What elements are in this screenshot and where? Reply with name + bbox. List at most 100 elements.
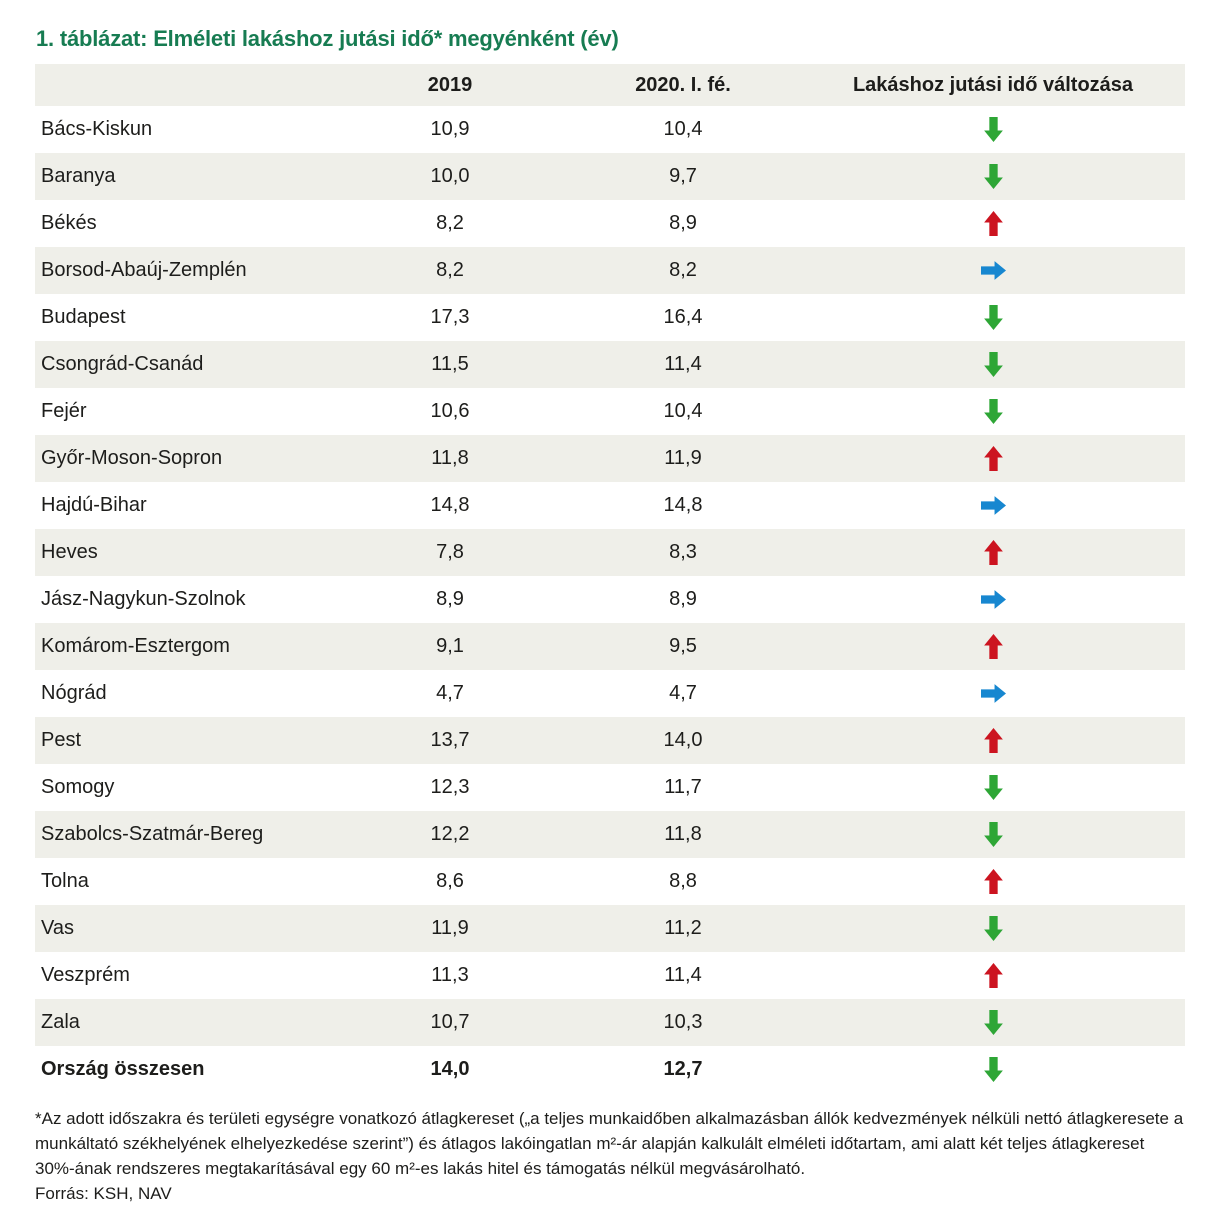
- change-cell: [801, 681, 1185, 706]
- table-row: Borsod-Abaúj-Zemplén 8,2 8,2: [35, 247, 1185, 294]
- table-row: Baranya 10,0 9,7: [35, 153, 1185, 200]
- table-row: Csongrád-Csanád 11,5 11,4: [35, 341, 1185, 388]
- table-row: Tolna 8,6 8,8: [35, 858, 1185, 905]
- change-cell: [801, 728, 1185, 753]
- arrow-up-icon: [983, 963, 1003, 988]
- source-text: Forrás: KSH, NAV: [35, 1184, 172, 1203]
- header-2020: 2020. I. fé.: [635, 73, 731, 96]
- arrow-down-icon: [983, 775, 1003, 800]
- value-2019: 11,8: [431, 447, 469, 469]
- arrow-down-icon: [983, 1010, 1003, 1035]
- county-name: Békés: [41, 212, 97, 234]
- table-body: Bács-Kiskun 10,9 10,4 Baranya 10,0 9,7 Békés 8,…: [35, 106, 1185, 1093]
- table-row: Pest 13,7 14,0: [35, 717, 1185, 764]
- value-2019: 12,2: [430, 823, 470, 845]
- change-cell: [801, 1010, 1185, 1035]
- county-name: Zala: [41, 1011, 80, 1033]
- county-name: Csongrád-Csanád: [41, 353, 204, 375]
- footnote-text: *Az adott időszakra és területi egységre…: [35, 1109, 1184, 1178]
- value-2020: 16,4: [663, 306, 703, 328]
- header-2019: 2019: [427, 73, 473, 96]
- value-2020: 9,5: [669, 635, 697, 657]
- arrow-up-icon: [983, 728, 1003, 753]
- value-2020: 11,9: [664, 447, 702, 469]
- value-2020: 11,7: [664, 776, 702, 798]
- value-2020: 11,4: [664, 353, 702, 375]
- table-row: Békés 8,2 8,9: [35, 200, 1185, 247]
- value-2020: 10,4: [663, 400, 703, 422]
- value-2019: 10,7: [430, 1011, 470, 1033]
- county-name: Ország összesen: [41, 1058, 205, 1080]
- arrow-up-icon: [983, 540, 1003, 565]
- county-name: Borsod-Abaúj-Zemplén: [41, 259, 247, 281]
- county-name: Tolna: [41, 870, 89, 892]
- change-cell: [801, 493, 1185, 518]
- change-cell: [801, 634, 1185, 659]
- value-2019: 14,0: [430, 1058, 470, 1080]
- change-cell: [801, 117, 1185, 142]
- table-row: Ország összesen 14,0 12,7: [35, 1046, 1185, 1093]
- value-2019: 8,2: [436, 259, 464, 281]
- header-change: Lakáshoz jutási idő változása: [852, 73, 1134, 96]
- county-name: Hajdú-Bihar: [41, 494, 147, 516]
- table-row: Veszprém 11,3 11,4: [35, 952, 1185, 999]
- value-2020: 11,8: [664, 823, 702, 845]
- change-cell: [801, 1057, 1185, 1082]
- arrow-up-icon: [983, 869, 1003, 894]
- value-2020: 14,8: [663, 494, 703, 516]
- county-name: Baranya: [41, 165, 116, 187]
- arrow-down-icon: [983, 305, 1003, 330]
- value-2020: 10,3: [663, 1011, 703, 1033]
- table-row: Nógrád 4,7 4,7: [35, 670, 1185, 717]
- change-cell: [801, 164, 1185, 189]
- arrow-up-icon: [983, 211, 1003, 236]
- arrow-right-icon: [980, 261, 1006, 280]
- county-name: Nógrád: [41, 682, 107, 704]
- change-cell: [801, 540, 1185, 565]
- county-name: Heves: [41, 541, 98, 563]
- table-row: Jász-Nagykun-Szolnok 8,9 8,9: [35, 576, 1185, 623]
- county-name: Fejér: [41, 400, 87, 422]
- change-cell: [801, 869, 1185, 894]
- arrow-down-icon: [983, 164, 1003, 189]
- page-title: 1. táblázat: Elméleti lakáshoz jutási id…: [36, 26, 619, 51]
- value-2019: 10,0: [430, 165, 470, 187]
- value-2020: 11,4: [664, 964, 702, 986]
- value-2020: 12,7: [663, 1058, 703, 1080]
- table-row: Szabolcs-Szatmár-Bereg 12,2 11,8: [35, 811, 1185, 858]
- table-row: Zala 10,7 10,3: [35, 999, 1185, 1046]
- change-cell: [801, 305, 1185, 330]
- value-2019: 10,9: [430, 118, 470, 140]
- table-row: Vas 11,9 11,2: [35, 905, 1185, 952]
- value-2019: 10,6: [430, 400, 470, 422]
- value-2019: 8,9: [436, 588, 464, 610]
- value-2020: 8,8: [669, 870, 697, 892]
- change-cell: [801, 775, 1185, 800]
- value-2020: 8,9: [669, 588, 697, 610]
- value-2019: 11,5: [431, 353, 469, 375]
- arrow-right-icon: [980, 496, 1006, 515]
- county-name: Győr-Moson-Sopron: [41, 447, 223, 469]
- change-cell: [801, 211, 1185, 236]
- arrow-down-icon: [983, 1057, 1003, 1082]
- value-2019: 11,9: [431, 917, 469, 939]
- change-cell: [801, 822, 1185, 847]
- value-2019: 8,6: [436, 870, 464, 892]
- arrow-down-icon: [983, 117, 1003, 142]
- change-cell: [801, 587, 1185, 612]
- value-2020: 11,2: [664, 917, 702, 939]
- change-cell: [801, 916, 1185, 941]
- arrow-down-icon: [983, 352, 1003, 377]
- arrow-down-icon: [983, 399, 1003, 424]
- arrow-down-icon: [983, 916, 1003, 941]
- arrow-down-icon: [983, 822, 1003, 847]
- county-name: Pest: [41, 729, 82, 751]
- arrow-up-icon: [983, 446, 1003, 471]
- value-2020: 8,2: [669, 259, 697, 281]
- county-name: Jász-Nagykun-Szolnok: [41, 588, 246, 610]
- arrow-right-icon: [980, 684, 1006, 703]
- table-row: Győr-Moson-Sopron 11,8 11,9: [35, 435, 1185, 482]
- value-2019: 11,3: [431, 964, 469, 986]
- arrow-up-icon: [983, 634, 1003, 659]
